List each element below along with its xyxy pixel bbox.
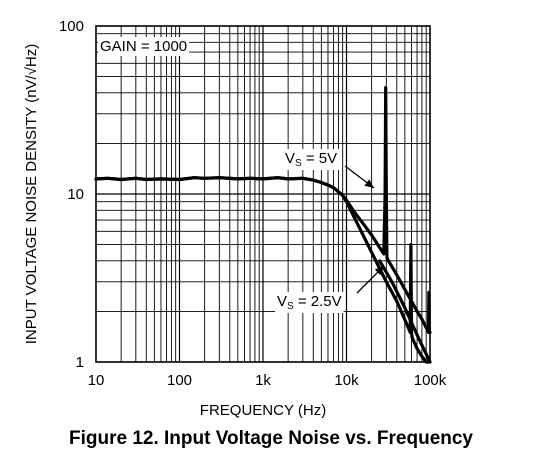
- vs-5v-arrowhead: [364, 179, 374, 188]
- vs-25v-annotation: VS = 2.5V: [275, 265, 385, 313]
- x-tick-label: 10k: [334, 372, 359, 389]
- x-tick-label: 100: [167, 372, 192, 389]
- vs-5v-annotation-bg: [283, 149, 340, 170]
- series-layer: [94, 85, 432, 364]
- series-line-1: [94, 176, 432, 364]
- vs-5v-label: VS = 5V: [285, 150, 337, 169]
- figure-caption: Figure 12. Input Voltage Noise vs. Frequ…: [68, 428, 474, 449]
- vs-5v-annotation: VS = 5V: [283, 149, 375, 189]
- vs-25v-value: = 2.5V: [294, 293, 342, 310]
- vs-25v-annotation-bg: [275, 292, 344, 313]
- plot-frame: [95, 25, 431, 363]
- vs-5v-prefix: V: [285, 150, 295, 167]
- vs-5v-value: = 5V: [302, 150, 337, 167]
- vs-25v-sub: S: [287, 301, 294, 312]
- vs-25v-label: VS = 2.5V: [277, 293, 342, 312]
- y-tick-label: 1: [76, 354, 84, 371]
- x-tick-label: 1k: [255, 372, 271, 389]
- x-axis-label: FREQUENCY (Hz): [200, 402, 326, 419]
- y-axis-label: INPUT VOLTAGE NOISE DENSITY (nV/√Hz): [23, 44, 40, 345]
- vs-25v-prefix: V: [277, 293, 287, 310]
- vs-25v-arrowhead: [374, 266, 384, 276]
- x-tick-label: 10: [88, 372, 105, 389]
- x-tick-label: 100k: [414, 372, 447, 389]
- grid: [96, 26, 430, 362]
- vs-5v-sub: S: [295, 158, 302, 169]
- gain-annotation-bg: [98, 37, 190, 56]
- series-line-2: [378, 259, 432, 364]
- gain-annotation: GAIN = 1000: [98, 37, 190, 56]
- y-tick-label: 10: [67, 186, 84, 203]
- y-tick-label: 100: [59, 18, 84, 35]
- gain-label: GAIN = 1000: [100, 38, 187, 55]
